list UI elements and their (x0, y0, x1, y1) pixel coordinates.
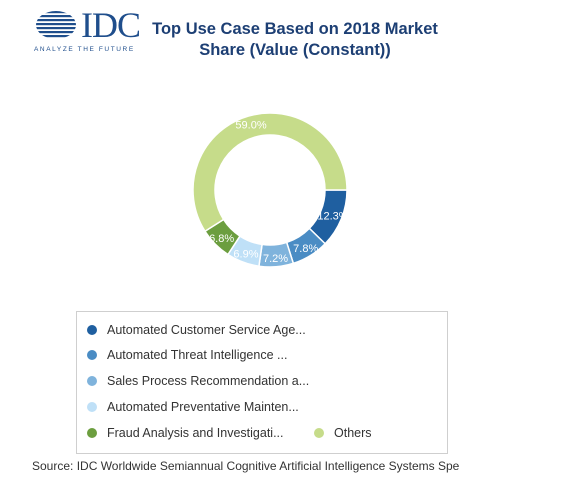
slice-data-label: 12.3% (317, 211, 348, 223)
globe-icon (36, 11, 76, 38)
legend-swatch (87, 350, 97, 360)
legend-item[interactable]: Sales Process Recommendation a... (87, 373, 309, 389)
legend-swatch (87, 376, 97, 386)
chart-legend: Automated Customer Service Age... Automa… (76, 311, 448, 454)
slice-data-label: 6.8% (209, 233, 234, 245)
legend-swatch (87, 325, 97, 335)
slice-data-label: 7.2% (263, 253, 288, 265)
slice-data-label: 7.8% (293, 243, 318, 255)
legend-item[interactable]: Fraud Analysis and Investigati... (87, 425, 283, 441)
idc-logo: IDC ANALYZE THE FUTURE (34, 5, 152, 53)
legend-label: Automated Preventative Mainten... (107, 400, 299, 414)
legend-label: Automated Customer Service Age... (107, 323, 306, 337)
legend-label: Fraud Analysis and Investigati... (107, 426, 284, 440)
slice-data-label: 6.9% (233, 249, 258, 261)
donut-chart: 12.3% 7.8% 7.2% 6.9% 6.8% 59.0% (192, 112, 349, 268)
donut-slice[interactable] (192, 112, 348, 233)
legend-item[interactable]: Others (314, 425, 372, 441)
chart-title: Top Use Case Based on 2018 Market Share … (152, 20, 438, 59)
legend-swatch (87, 428, 97, 438)
legend-label: Automated Threat Intelligence ... (107, 348, 288, 362)
legend-swatch (87, 402, 97, 412)
source-note: Source: IDC Worldwide Semiannual Cogniti… (32, 459, 460, 473)
legend-label: Sales Process Recommendation a... (107, 374, 310, 388)
slice-data-label: 59.0% (235, 120, 266, 132)
legend-item[interactable]: Automated Customer Service Age... (87, 322, 306, 338)
legend-label: Others (334, 426, 372, 440)
logo-text: IDC (81, 5, 141, 45)
legend-item[interactable]: Automated Preventative Mainten... (87, 399, 299, 415)
logo-tagline: ANALYZE THE FUTURE (34, 46, 135, 53)
legend-swatch (314, 428, 324, 438)
legend-item[interactable]: Automated Threat Intelligence ... (87, 347, 287, 363)
